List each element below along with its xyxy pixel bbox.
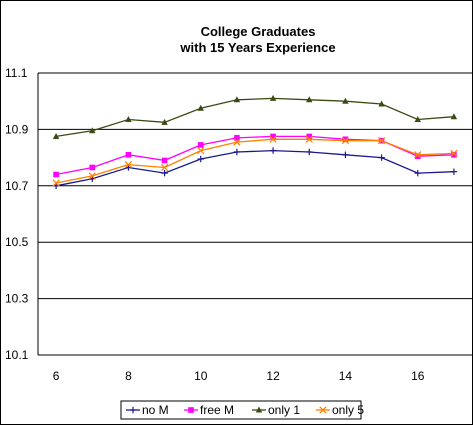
plot-series xyxy=(52,94,458,189)
data-point xyxy=(125,151,132,158)
data-point xyxy=(233,138,241,146)
gridlines xyxy=(37,72,472,356)
data-point xyxy=(234,135,240,141)
data-point xyxy=(378,100,385,107)
data-point xyxy=(450,149,458,157)
legend: no M free M only 1 only 5 xyxy=(120,400,364,420)
x-tick-label: 8 xyxy=(125,369,132,383)
data-point xyxy=(414,151,422,159)
legend-label: only 1 xyxy=(268,403,300,417)
data-point xyxy=(451,151,457,158)
data-point xyxy=(160,163,169,172)
chart-title-line-1: College Graduates xyxy=(201,24,316,39)
chart-title-line-2: with 15 Years Experience xyxy=(179,40,335,55)
legend-entry: no M xyxy=(126,403,169,417)
data-point xyxy=(89,164,96,171)
series-line xyxy=(55,149,454,187)
x-tick-label: 6 xyxy=(53,369,60,383)
data-point xyxy=(269,94,277,101)
legend-label: free M xyxy=(200,403,234,417)
data-point xyxy=(89,127,96,134)
data-point xyxy=(197,142,204,148)
data-point xyxy=(52,179,60,187)
data-point xyxy=(161,118,168,125)
y-tick-label: 11.1 xyxy=(5,66,28,80)
data-point xyxy=(450,113,458,120)
data-point xyxy=(377,137,386,145)
data-point xyxy=(342,97,349,104)
data-point xyxy=(88,172,96,180)
series-line xyxy=(56,97,454,138)
data-point xyxy=(53,171,59,178)
x-tick-label: 16 xyxy=(411,369,425,383)
data-point xyxy=(319,406,327,414)
legend-entry: only 1 xyxy=(252,403,300,417)
y-tick-label: 10.3 xyxy=(5,292,29,306)
y-tick-label: 10.7 xyxy=(5,179,29,193)
data-point xyxy=(233,96,241,103)
legend-label: no M xyxy=(142,403,169,417)
data-point xyxy=(269,135,277,143)
y-tick-label: 10.1 xyxy=(5,348,29,362)
data-point xyxy=(52,132,60,139)
data-point xyxy=(414,116,421,123)
data-point xyxy=(306,133,313,140)
data-point xyxy=(342,136,349,143)
x-tick-label: 12 xyxy=(266,369,280,383)
x-tick-label: 10 xyxy=(194,369,208,383)
data-point xyxy=(188,407,194,413)
legend-label: only 5 xyxy=(332,403,364,417)
series-line xyxy=(55,138,454,184)
data-point xyxy=(341,137,350,145)
data-point xyxy=(305,135,313,143)
y-tick-label: 10.5 xyxy=(5,235,29,249)
data-point xyxy=(197,104,204,111)
data-point xyxy=(255,406,263,413)
x-axis-ticks: 6 8 10 12 14 16 xyxy=(53,369,425,383)
data-point xyxy=(125,116,132,123)
series-only-5 xyxy=(52,135,458,187)
x-tick-label: 14 xyxy=(339,369,353,383)
data-point xyxy=(414,153,421,159)
y-axis-ticks: 10.1 10.3 10.5 10.7 10.9 11.1 xyxy=(5,66,29,362)
legend-entry: free M xyxy=(184,403,234,417)
legend-box xyxy=(120,400,362,420)
data-point xyxy=(270,133,276,140)
data-point xyxy=(124,161,133,169)
legend-entry: only 5 xyxy=(316,403,364,417)
y-tick-label: 10.9 xyxy=(5,122,29,136)
data-point xyxy=(306,96,313,103)
data-point xyxy=(161,157,168,164)
series-only-1 xyxy=(52,94,458,139)
data-point xyxy=(197,146,205,155)
